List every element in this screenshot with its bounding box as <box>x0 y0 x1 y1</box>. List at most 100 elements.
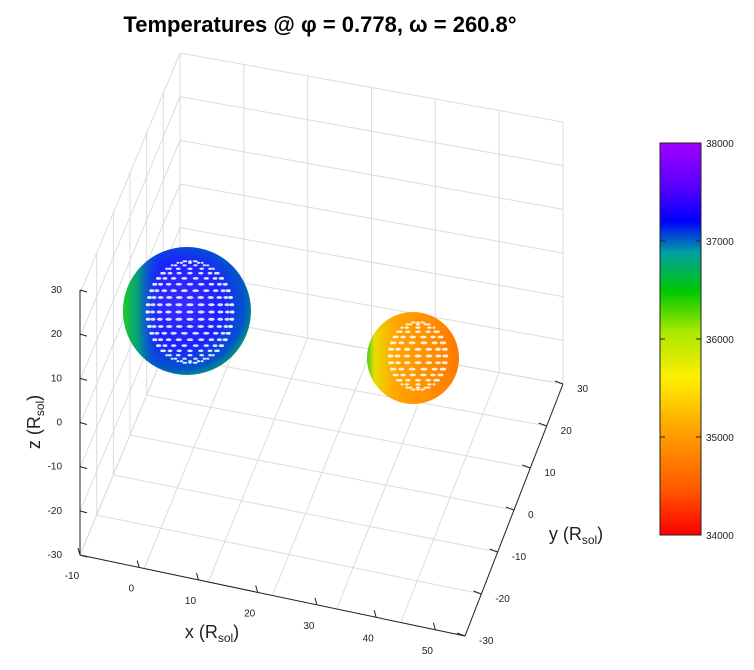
floor-grid-line <box>146 394 531 469</box>
surface-gap <box>416 321 420 324</box>
surface-gap <box>216 271 220 275</box>
y-tick-mark <box>473 590 482 595</box>
surface-gap <box>420 367 428 371</box>
x-axis-line <box>79 554 466 637</box>
surface-gap <box>217 317 224 321</box>
chart-title: Temperatures @ φ = 0.778, ω = 260.8° <box>123 12 516 37</box>
surface-gap <box>427 383 432 386</box>
y-tick-mark <box>538 422 547 427</box>
surface-gap <box>203 289 210 293</box>
surface-gap <box>400 326 404 329</box>
surface-gap <box>175 338 182 342</box>
surface-gap <box>207 325 214 328</box>
surface-gap <box>161 331 168 335</box>
x-tick-mark <box>314 597 318 605</box>
surface-gap <box>153 282 158 286</box>
surface-gap <box>403 354 411 358</box>
surface-gap <box>197 310 205 314</box>
surface-gap <box>432 326 436 329</box>
colorbar-gradient <box>659 142 702 536</box>
surface-gap <box>403 347 411 351</box>
surface-gap <box>425 361 433 365</box>
surface-gap <box>208 317 215 321</box>
surface-gap <box>192 331 200 335</box>
surface-gap <box>184 260 188 263</box>
surface-gap <box>170 331 177 335</box>
surface-gap <box>431 367 438 371</box>
surface-gap <box>165 267 169 270</box>
surface-gap <box>165 354 169 357</box>
surface-gap <box>175 296 183 299</box>
floor-grid-line <box>163 354 547 427</box>
surface-gap <box>176 261 180 264</box>
surface-gap <box>175 310 183 314</box>
surface-gap <box>415 383 421 386</box>
surface-gap <box>187 354 193 357</box>
surface-gap <box>150 289 155 293</box>
surface-gap <box>148 325 152 328</box>
y-tick-mark <box>505 506 515 511</box>
surface-gap <box>412 321 416 324</box>
surface-gap <box>146 317 151 321</box>
surface-gap <box>425 347 433 351</box>
surface-gap <box>409 373 416 377</box>
side-wall-grid-line <box>79 52 181 294</box>
surface-gap <box>437 330 440 334</box>
surface-gap <box>427 326 432 329</box>
surface-gap <box>170 289 177 293</box>
surface-gap <box>187 349 193 353</box>
surface-gap <box>422 321 425 324</box>
surface-gap <box>444 361 448 365</box>
surface-gap <box>220 331 226 335</box>
surface-gap <box>223 296 229 299</box>
surface-gap <box>420 341 428 345</box>
surface-gap <box>176 349 182 353</box>
surface-gap <box>167 354 172 357</box>
surface-gap <box>404 326 410 329</box>
surface-gap <box>394 335 399 339</box>
surface-gap <box>157 344 162 347</box>
surface-gap <box>216 338 222 342</box>
surface-gap <box>208 303 215 307</box>
surface-gap <box>443 341 446 345</box>
surface-gap <box>202 357 207 360</box>
y-tick-mark <box>489 548 498 553</box>
surface-gap <box>231 317 235 321</box>
y-tick-mark <box>522 464 531 469</box>
surface-gap <box>151 296 157 299</box>
surface-gap <box>193 264 198 267</box>
surface-gap <box>212 354 215 357</box>
surface-gap <box>175 282 182 286</box>
surface-gap <box>192 277 199 280</box>
surface-gap <box>186 310 194 314</box>
surface-gap <box>161 289 168 293</box>
surface-gap <box>422 388 425 391</box>
surface-gap <box>187 267 193 270</box>
surface-gap <box>443 367 446 371</box>
surface-gap <box>193 357 198 360</box>
surface-gap <box>151 325 157 328</box>
surface-gap <box>170 357 174 360</box>
surface-gap <box>206 357 210 360</box>
colorbar-tick-label: 38000 <box>706 139 734 150</box>
surface-gap <box>175 354 181 357</box>
surface-gap <box>414 361 422 365</box>
surface-gap <box>217 303 224 307</box>
side-wall-grid-line <box>79 96 181 337</box>
surface-gap <box>181 331 188 335</box>
surface-gap <box>198 349 204 353</box>
surface-gap <box>396 378 399 382</box>
x-tick-mark <box>373 610 377 618</box>
z-tick-label: -30 <box>48 550 63 561</box>
surface-gap <box>208 354 213 357</box>
colorbar-tick-label: 35000 <box>706 433 734 444</box>
x-tick-mark <box>432 622 436 630</box>
surface-gap <box>167 267 172 270</box>
surface-gap <box>427 386 431 389</box>
surface-gap <box>179 261 184 264</box>
x-axis-label: x (Rsol) <box>185 622 239 645</box>
surface-gap <box>415 378 421 382</box>
surface-gap <box>217 310 224 314</box>
x-tick-mark <box>136 560 140 568</box>
